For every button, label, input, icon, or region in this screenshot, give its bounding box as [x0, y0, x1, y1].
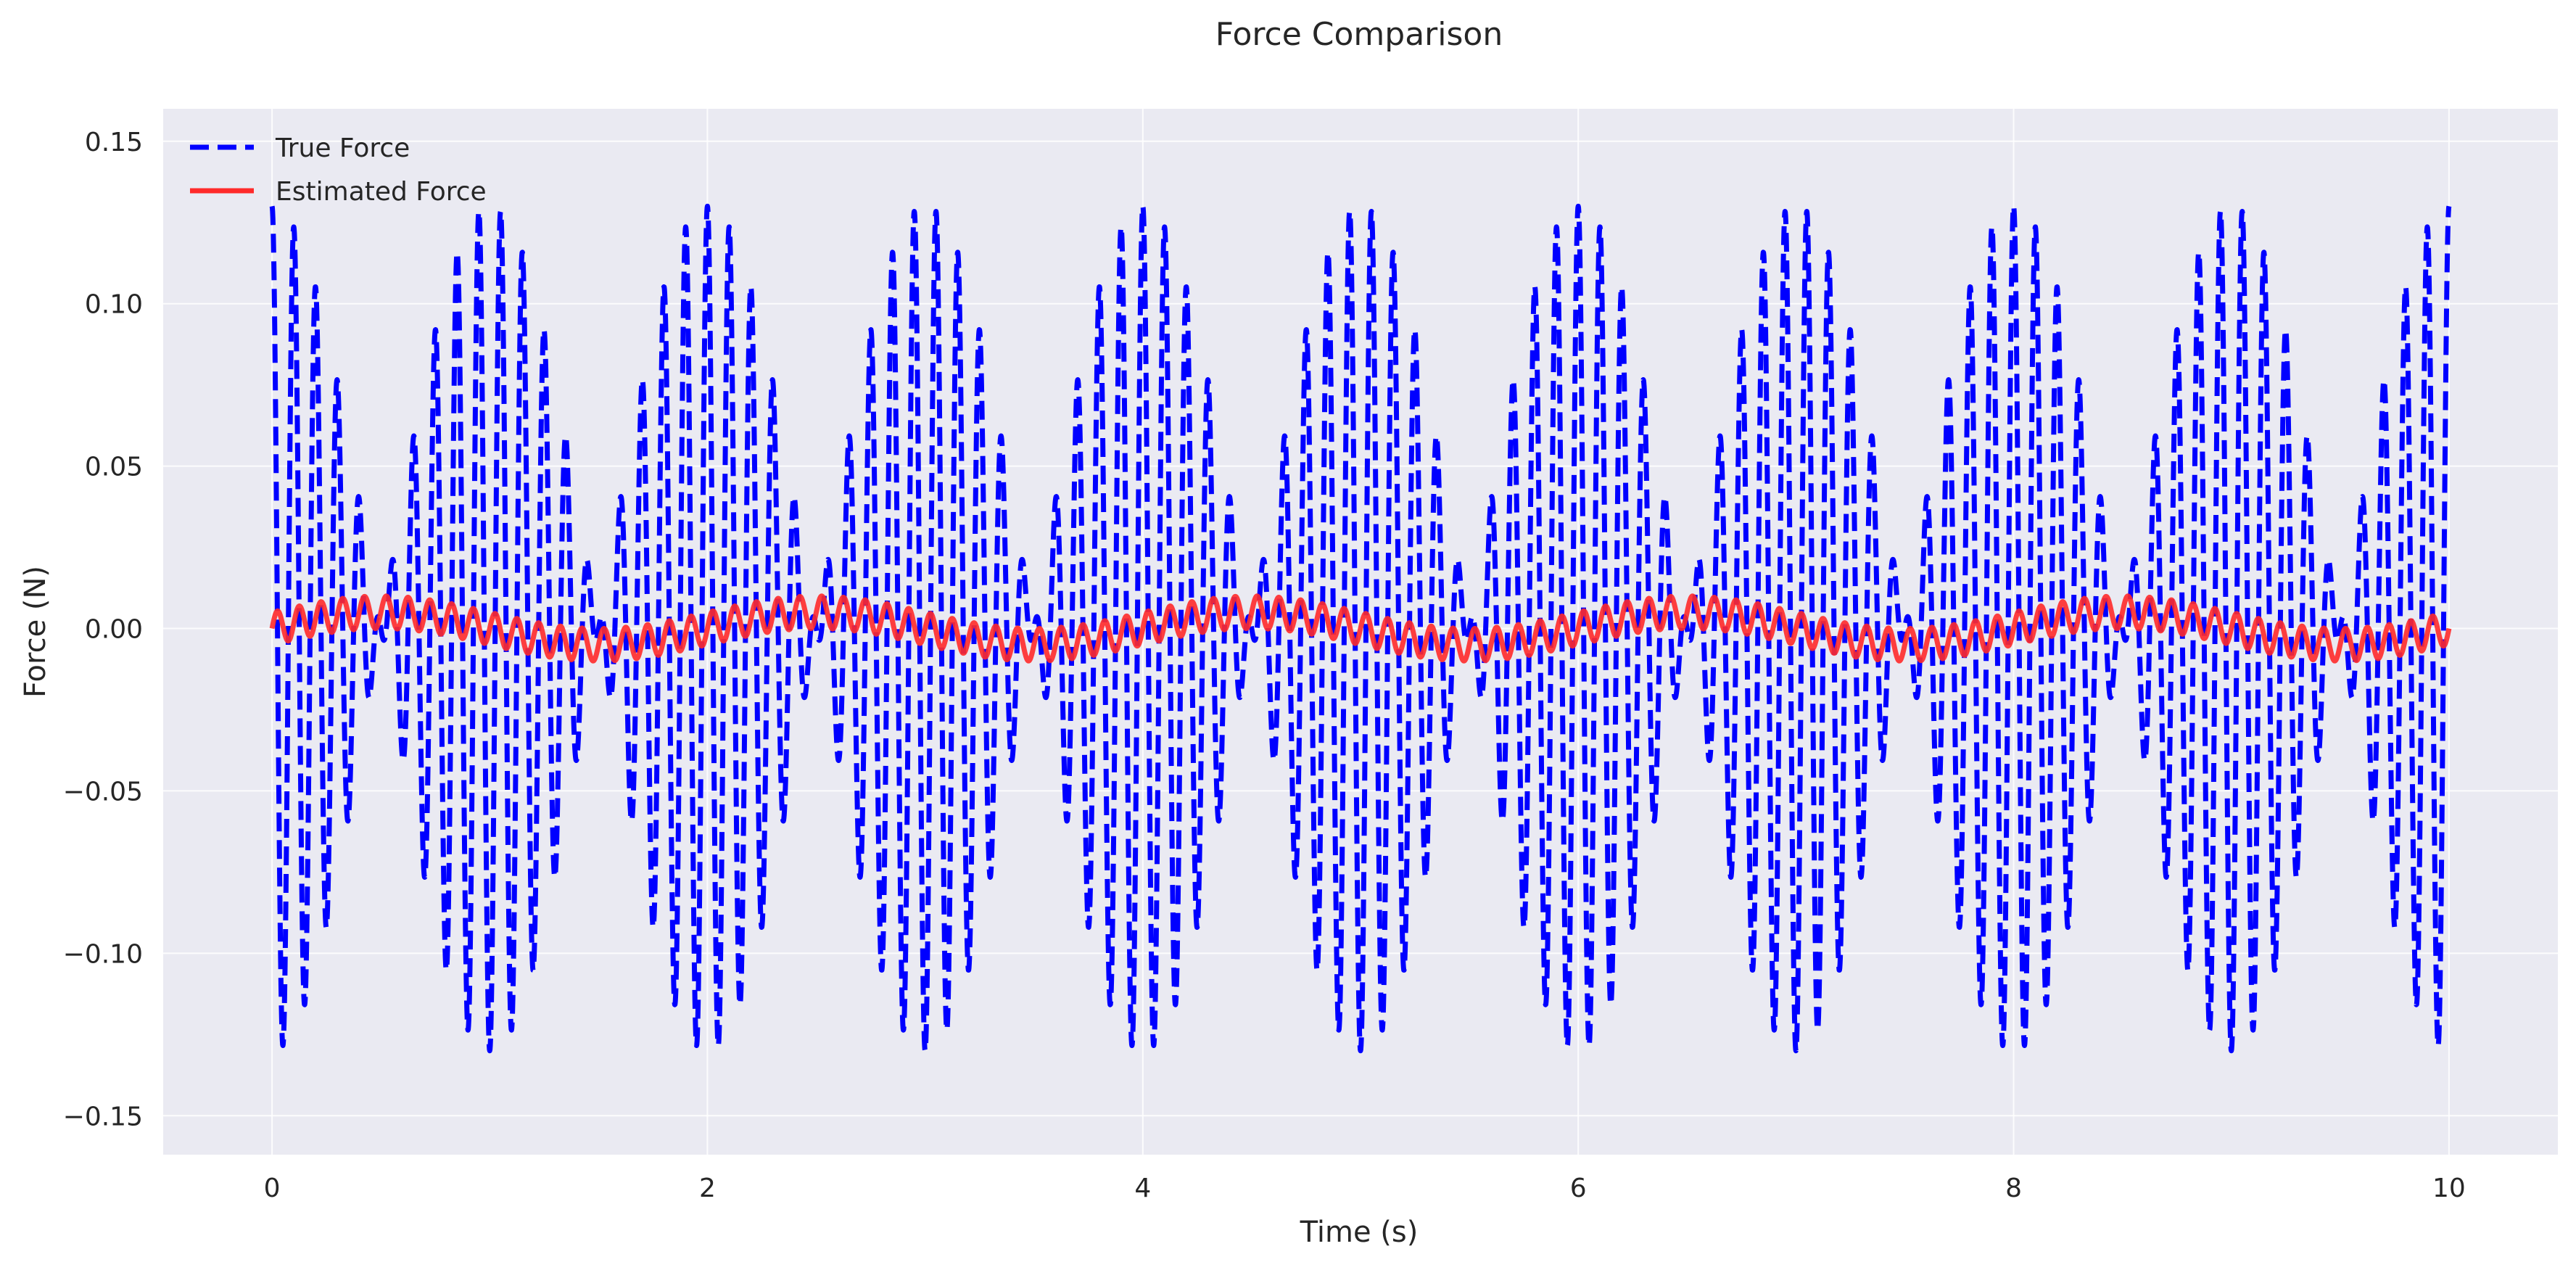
chart-title: Force Comparison	[1215, 16, 1503, 53]
y-tick-label: 0.10	[85, 290, 143, 320]
legend-label-true-force: True Force	[275, 133, 410, 163]
x-tick-label: 4	[1134, 1174, 1151, 1203]
series-layer	[269, 203, 2452, 1054]
x-axis-label: Time (s)	[1300, 1216, 1419, 1249]
y-tick-label: −0.05	[63, 777, 143, 807]
y-tick-label: 0.05	[85, 453, 143, 482]
series-line-true-force	[269, 203, 2452, 1054]
y-tick-label: −0.10	[63, 939, 143, 969]
x-tick-label: 0	[264, 1174, 281, 1203]
y-axis-ticks: −0.15 −0.10 −0.05 0.00 0.05 0.10 0.15	[63, 128, 143, 1131]
y-tick-label: 0.00	[85, 615, 143, 645]
y-tick-label: −0.15	[63, 1102, 143, 1131]
y-tick-label: 0.15	[85, 128, 143, 157]
y-axis-label: Force (N)	[19, 566, 52, 698]
x-tick-label: 2	[699, 1174, 716, 1203]
x-tick-label: 6	[1570, 1174, 1587, 1203]
legend-label-estimated-force: Estimated Force	[276, 177, 487, 207]
x-axis-ticks: 0 2 4 6 8 10	[264, 1174, 2466, 1203]
x-tick-label: 10	[2432, 1174, 2466, 1203]
series-line-estimated-force	[269, 593, 2452, 664]
legend: True Force Estimated Force	[190, 133, 487, 207]
x-tick-label: 8	[2005, 1174, 2022, 1203]
